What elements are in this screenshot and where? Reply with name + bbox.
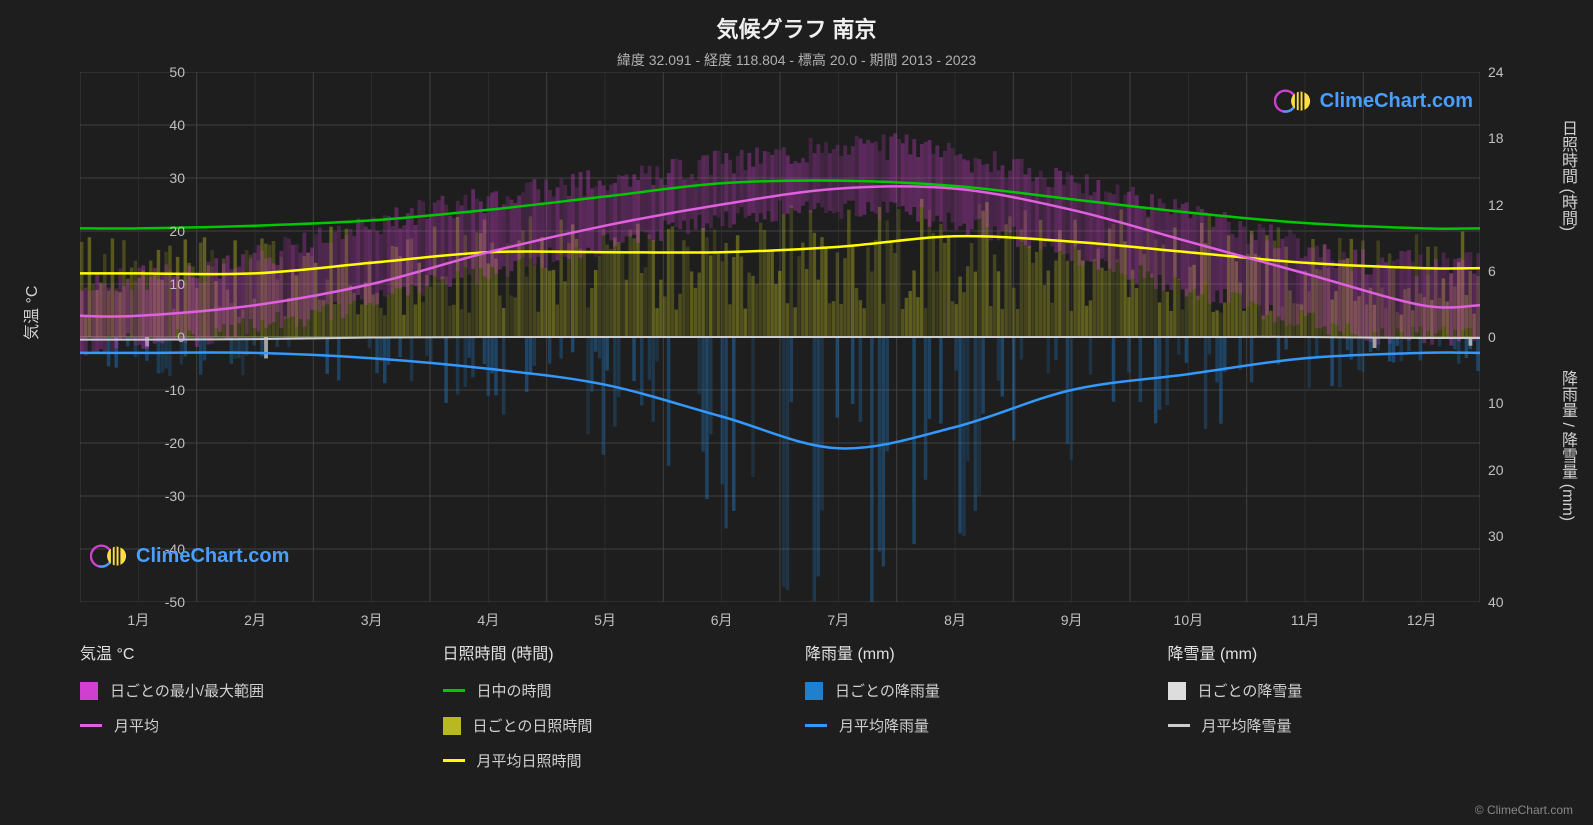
y-tick-right-bottom: 10	[1488, 395, 1528, 411]
legend-label: 月平均降雨量	[839, 715, 929, 736]
y-tick-left: -50	[145, 594, 185, 610]
x-tick-month: 10月	[1158, 610, 1218, 630]
y-tick-left: -30	[145, 488, 185, 504]
legend-header: 降雨量 (mm)	[805, 640, 1138, 664]
watermark-text: ClimeChart.com	[136, 545, 289, 568]
y-axis-right-label-2: 降雨量 / 降雪量 (mm)	[1555, 370, 1579, 521]
legend-item: 日ごとの降雨量	[805, 680, 1138, 701]
logo-icon	[90, 540, 128, 572]
legend-col-snow: 降雪量 (mm) 日ごとの降雪量月平均降雪量	[1168, 640, 1501, 785]
legend-label: 日ごとの最小/最大範囲	[110, 680, 264, 701]
chart-plot-area	[80, 72, 1480, 602]
y-tick-left: 20	[145, 223, 185, 239]
y-tick-left: 10	[145, 276, 185, 292]
y-tick-right-top: 24	[1488, 64, 1528, 80]
chart-subtitle: 緯度 32.091 - 経度 118.804 - 標高 20.0 - 期間 20…	[0, 44, 1593, 70]
legend-item: 月平均日照時間	[443, 750, 776, 771]
legend: 気温 °C 日ごとの最小/最大範囲月平均 日照時間 (時間) 日中の時間日ごとの…	[80, 640, 1500, 785]
legend-swatch-icon	[805, 682, 823, 700]
copyright-text: © ClimeChart.com	[1475, 803, 1573, 817]
legend-label: 日中の時間	[477, 680, 552, 701]
legend-label: 月平均日照時間	[477, 750, 582, 771]
y-tick-left: -10	[145, 382, 185, 398]
legend-item: 月平均	[80, 715, 413, 736]
y-tick-left: 30	[145, 170, 185, 186]
y-tick-right-top: 18	[1488, 130, 1528, 146]
chart-title: 気候グラフ 南京	[0, 0, 1593, 44]
legend-line-icon	[443, 759, 465, 762]
x-tick-month: 3月	[342, 610, 402, 630]
y-tick-right-bottom: 20	[1488, 462, 1528, 478]
y-tick-left: -20	[145, 435, 185, 451]
legend-line-icon	[80, 724, 102, 727]
legend-col-sun: 日照時間 (時間) 日中の時間日ごとの日照時間月平均日照時間	[443, 640, 776, 785]
legend-label: 日ごとの日照時間	[473, 715, 593, 736]
legend-label: 日ごとの降雪量	[1198, 680, 1303, 701]
legend-label: 日ごとの降雨量	[835, 680, 940, 701]
watermark-bottom: ClimeChart.com	[90, 540, 289, 572]
chart-svg	[80, 72, 1480, 602]
legend-swatch-icon	[1168, 682, 1186, 700]
legend-label: 月平均	[114, 715, 159, 736]
legend-line-icon	[443, 689, 465, 692]
legend-line-icon	[1168, 724, 1190, 727]
y-axis-left-label: 気温 °C	[18, 286, 42, 340]
watermark-text: ClimeChart.com	[1320, 90, 1473, 113]
y-tick-right-top: 0	[1488, 329, 1528, 345]
x-tick-month: 9月	[1042, 610, 1102, 630]
legend-item: 日中の時間	[443, 680, 776, 701]
x-tick-month: 8月	[925, 610, 985, 630]
y-tick-left: 0	[145, 329, 185, 345]
legend-col-rain: 降雨量 (mm) 日ごとの降雨量月平均降雨量	[805, 640, 1138, 785]
x-tick-month: 11月	[1275, 610, 1335, 630]
x-tick-month: 4月	[458, 610, 518, 630]
legend-line-icon	[805, 724, 827, 727]
legend-header: 気温 °C	[80, 640, 413, 664]
x-tick-month: 5月	[575, 610, 635, 630]
legend-item: 月平均降雨量	[805, 715, 1138, 736]
y-tick-right-bottom: 40	[1488, 594, 1528, 610]
legend-item: 日ごとの降雪量	[1168, 680, 1501, 701]
y-tick-left: 40	[145, 117, 185, 133]
legend-swatch-icon	[80, 682, 98, 700]
legend-item: 日ごとの最小/最大範囲	[80, 680, 413, 701]
y-axis-right-label-1: 日照時間 (時間)	[1555, 120, 1579, 231]
legend-item: 日ごとの日照時間	[443, 715, 776, 736]
watermark-top: ClimeChart.com	[1274, 85, 1473, 117]
legend-item: 月平均降雪量	[1168, 715, 1501, 736]
y-tick-left: 50	[145, 64, 185, 80]
y-tick-right-top: 12	[1488, 197, 1528, 213]
legend-header: 降雪量 (mm)	[1168, 640, 1501, 664]
legend-swatch-icon	[443, 717, 461, 735]
y-tick-right-top: 6	[1488, 263, 1528, 279]
legend-col-temp: 気温 °C 日ごとの最小/最大範囲月平均	[80, 640, 413, 785]
x-tick-month: 1月	[108, 610, 168, 630]
x-tick-month: 12月	[1392, 610, 1452, 630]
x-tick-month: 7月	[808, 610, 868, 630]
x-tick-month: 2月	[225, 610, 285, 630]
legend-label: 月平均降雪量	[1202, 715, 1292, 736]
y-tick-right-bottom: 30	[1488, 528, 1528, 544]
logo-icon	[1274, 85, 1312, 117]
legend-header: 日照時間 (時間)	[443, 640, 776, 664]
x-tick-month: 6月	[692, 610, 752, 630]
